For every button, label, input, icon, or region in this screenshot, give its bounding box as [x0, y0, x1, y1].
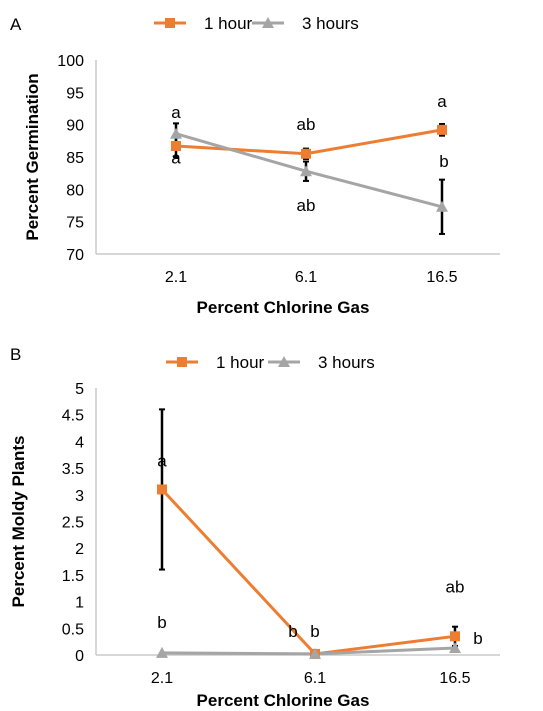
significance-letter: b	[439, 152, 448, 171]
significance-letter: ab	[446, 577, 465, 596]
significance-letter: ab	[297, 196, 316, 215]
panel-label: B	[10, 345, 21, 364]
y-axis-title: Percent Moldy Plants	[9, 436, 28, 608]
data-point	[171, 141, 181, 152]
data-point	[436, 200, 448, 212]
legend-label: 3 hours	[302, 14, 359, 33]
legend-label: 1 hour	[204, 14, 253, 33]
x-tick-label: 6.1	[304, 670, 326, 687]
y-tick-label: 80	[66, 182, 84, 199]
data-point	[301, 148, 311, 159]
data-point	[156, 646, 168, 658]
panel-b: B 1 hour 3 hours 0 0.5 1 1.5 2 2.5 3 3.5 4 4.5 5 2.1 6.…	[9, 345, 500, 710]
y-tick-label: 85	[66, 150, 84, 167]
data-point	[450, 631, 460, 642]
data-point	[157, 484, 167, 495]
data-point	[449, 642, 461, 654]
y-tick-label: 4	[75, 434, 84, 451]
x-tick-label: 6.1	[295, 269, 317, 286]
y-tick-label: 5	[75, 381, 84, 398]
significance-letter: b	[310, 622, 319, 641]
significance-letter: a	[157, 451, 167, 470]
y-tick-label: 1	[75, 595, 84, 612]
x-axis-title: Percent Chlorine Gas	[197, 298, 370, 317]
legend-label: 3 hours	[318, 353, 375, 372]
significance-letter: a	[171, 149, 181, 168]
significance-letter: ab	[297, 115, 316, 134]
legend-marker	[177, 357, 187, 367]
x-tick-label: 16.5	[426, 269, 457, 286]
legend-marker	[165, 18, 175, 28]
y-tick-label: 2.5	[62, 515, 84, 532]
significance-letter: a	[171, 103, 181, 122]
x-tick-label: 2.1	[151, 670, 173, 687]
x-tick-label: 16.5	[439, 670, 470, 687]
y-tick-label: 100	[57, 53, 84, 70]
data-point	[170, 127, 182, 139]
y-tick-label: 75	[66, 215, 84, 232]
y-tick-label: 2	[75, 541, 84, 558]
y-tick-label: 4.5	[62, 408, 84, 425]
y-tick-label: 0.5	[62, 621, 84, 638]
significance-letter: b	[157, 613, 166, 632]
legend-marker	[278, 356, 290, 367]
legend-marker	[262, 17, 274, 28]
y-tick-label: 70	[66, 247, 84, 264]
significance-letter: a	[437, 92, 447, 111]
significance-letter: b	[288, 622, 297, 641]
x-tick-label: 2.1	[165, 269, 187, 286]
y-tick-label: 1.5	[62, 568, 84, 585]
series-line	[160, 488, 456, 656]
data-point	[300, 165, 312, 177]
data-point	[309, 647, 321, 659]
legend-label: 1 hour	[216, 353, 265, 372]
y-tick-label: 3.5	[62, 461, 84, 478]
y-axis-title: Percent Germination	[23, 73, 42, 240]
y-tick-label: 3	[75, 488, 84, 505]
y-tick-label: 90	[66, 118, 84, 135]
y-tick-label: 0	[75, 648, 84, 665]
y-tick-label: 95	[66, 85, 84, 102]
data-point	[437, 124, 447, 135]
panel-label: A	[10, 15, 22, 34]
x-axis-title: Percent Chlorine Gas	[197, 691, 370, 710]
significance-letter: b	[473, 629, 482, 648]
panel-a: A 1 hour 3 hours 70 75 80 85 90 95 100 2.1 6.1 16.5 P…	[10, 14, 500, 317]
